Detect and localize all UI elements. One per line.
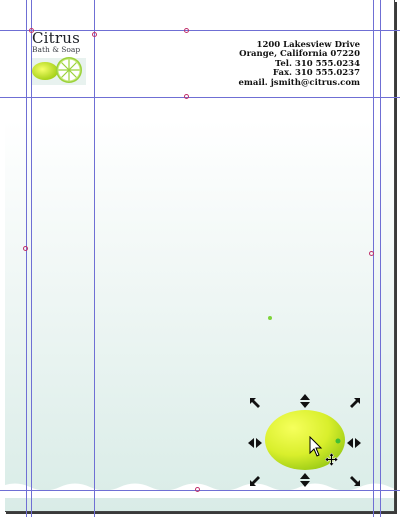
address-street: 1200 Lakesview Drive [256, 40, 360, 50]
page-shadow-bottom [6, 511, 397, 514]
address-fax: Fax. 310 555.0237 [272, 68, 360, 79]
resize-handle-se-icon[interactable] [347, 473, 361, 487]
horizontal-guide[interactable] [0, 30, 400, 31]
anchor-point[interactable] [23, 246, 28, 251]
page-shadow-right [394, 2, 397, 514]
vertical-guide[interactable] [31, 0, 32, 517]
resize-handle-sw-icon[interactable] [249, 473, 263, 487]
anchor-point[interactable] [184, 28, 189, 33]
horizontal-guide[interactable] [0, 97, 400, 98]
anchor-point[interactable] [29, 28, 34, 33]
resize-handle-s-icon[interactable] [298, 473, 312, 487]
citrus-logo-icon[interactable] [31, 31, 91, 89]
resize-handle-nw-icon[interactable] [249, 397, 263, 411]
address-email: email. jsmith@citrus.com [238, 77, 360, 88]
anchor-point[interactable] [184, 94, 189, 99]
address-city: Orange, California 07220 [239, 49, 360, 60]
anchor-point[interactable] [92, 32, 97, 37]
vertical-guide[interactable] [380, 0, 381, 517]
address-phone: Tel. 310 555.0234 [275, 58, 360, 69]
green-dot-marker [268, 316, 272, 320]
resize-handle-n-icon[interactable] [298, 394, 312, 408]
lemon-graphic-selected[interactable] [264, 407, 350, 471]
resize-handle-e-icon[interactable] [347, 436, 361, 450]
vertical-guide[interactable] [373, 0, 374, 517]
address-block[interactable]: 1200 Lakesview Drive Orange, California … [238, 40, 360, 88]
resize-handle-ne-icon[interactable] [347, 397, 361, 411]
vertical-guide[interactable] [26, 0, 27, 517]
anchor-point[interactable] [195, 487, 200, 492]
bottom-wave-decoration [5, 483, 394, 498]
mouse-pointer-icon [309, 436, 323, 457]
logo-subtitle: Bath & Soap [32, 45, 81, 54]
resize-handle-w-icon[interactable] [248, 436, 262, 450]
logo-title: Citrus [32, 29, 81, 47]
anchor-point[interactable] [369, 251, 374, 256]
move-cursor-icon [325, 453, 338, 466]
horizontal-guide[interactable] [0, 490, 400, 491]
vertical-guide[interactable] [94, 0, 95, 517]
